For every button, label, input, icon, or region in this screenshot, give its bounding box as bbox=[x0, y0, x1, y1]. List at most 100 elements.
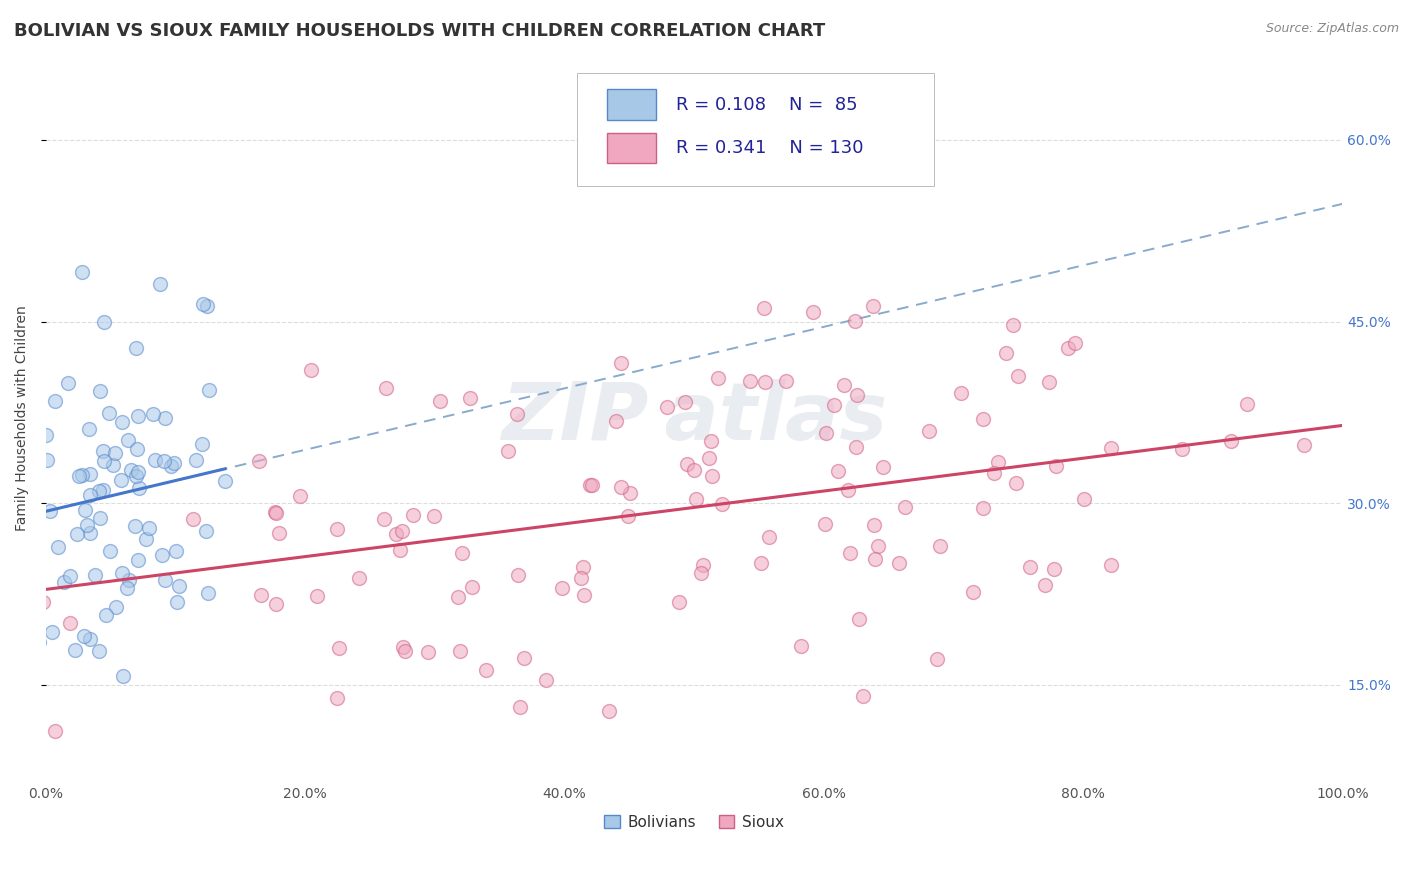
Point bbox=[598, 704, 620, 718]
Point bbox=[264, 505, 287, 519]
Point bbox=[288, 489, 311, 503]
Point bbox=[814, 425, 837, 440]
Point bbox=[569, 571, 592, 585]
Point bbox=[710, 497, 733, 511]
Point bbox=[837, 483, 859, 498]
Point bbox=[506, 408, 529, 422]
Point bbox=[929, 539, 952, 553]
Point bbox=[868, 540, 890, 554]
Point bbox=[1007, 368, 1029, 383]
Point bbox=[682, 463, 704, 477]
Point bbox=[848, 612, 870, 626]
Point bbox=[128, 481, 150, 495]
Point bbox=[249, 588, 271, 602]
Point bbox=[461, 580, 484, 594]
Point bbox=[823, 398, 845, 412]
Point bbox=[89, 384, 111, 399]
Point bbox=[125, 442, 148, 457]
Point bbox=[423, 508, 446, 523]
Point bbox=[391, 524, 413, 539]
Point bbox=[1292, 438, 1315, 452]
Point bbox=[264, 597, 287, 611]
Point bbox=[1018, 560, 1040, 574]
Point bbox=[832, 377, 855, 392]
Point bbox=[827, 464, 849, 478]
Point bbox=[1171, 442, 1194, 457]
Point bbox=[451, 546, 474, 560]
Point bbox=[31, 594, 53, 608]
Point bbox=[513, 651, 536, 665]
Point bbox=[70, 265, 93, 279]
Point bbox=[125, 341, 148, 355]
Point bbox=[1099, 558, 1122, 572]
Point bbox=[89, 483, 111, 498]
Point bbox=[863, 517, 886, 532]
Point bbox=[995, 346, 1018, 360]
Point bbox=[125, 469, 148, 483]
Text: R = 0.108    N =  85: R = 0.108 N = 85 bbox=[676, 95, 858, 113]
Point bbox=[79, 488, 101, 502]
Point bbox=[752, 301, 775, 315]
Point bbox=[700, 434, 723, 448]
Point bbox=[1064, 336, 1087, 351]
Point bbox=[814, 517, 837, 532]
Point bbox=[692, 558, 714, 572]
Point bbox=[375, 381, 398, 395]
Point bbox=[193, 297, 215, 311]
Point bbox=[852, 690, 875, 704]
Point bbox=[839, 546, 862, 560]
Point bbox=[115, 582, 138, 596]
Point bbox=[347, 572, 370, 586]
Point bbox=[474, 664, 496, 678]
Point bbox=[655, 400, 678, 414]
Point bbox=[75, 502, 97, 516]
Point bbox=[135, 532, 157, 546]
Point bbox=[983, 466, 1005, 480]
Point bbox=[264, 507, 287, 521]
Point bbox=[165, 543, 187, 558]
Point bbox=[38, 504, 60, 518]
Point bbox=[143, 452, 166, 467]
Point bbox=[247, 454, 270, 468]
Point bbox=[775, 375, 797, 389]
Point bbox=[328, 640, 350, 655]
Point bbox=[197, 586, 219, 600]
Point bbox=[198, 383, 221, 397]
Point bbox=[616, 508, 638, 523]
Point bbox=[388, 542, 411, 557]
Point bbox=[149, 277, 172, 291]
Point bbox=[1045, 458, 1067, 473]
Point bbox=[872, 459, 894, 474]
Point bbox=[58, 616, 80, 631]
Point bbox=[97, 406, 120, 420]
Point bbox=[6, 530, 28, 544]
Point bbox=[887, 556, 910, 570]
Point bbox=[142, 408, 165, 422]
Point bbox=[326, 522, 349, 536]
Point bbox=[153, 573, 176, 587]
Point bbox=[83, 567, 105, 582]
Point bbox=[63, 643, 86, 657]
Point bbox=[111, 566, 134, 581]
Point bbox=[894, 500, 917, 514]
Point bbox=[1236, 397, 1258, 411]
Point bbox=[184, 452, 207, 467]
Point bbox=[111, 415, 134, 429]
Point bbox=[77, 421, 100, 435]
Point bbox=[127, 553, 149, 567]
Point bbox=[98, 544, 121, 558]
Y-axis label: Family Households with Children: Family Households with Children bbox=[15, 306, 30, 532]
Point bbox=[44, 723, 66, 738]
Point bbox=[402, 508, 425, 522]
Point bbox=[37, 453, 59, 467]
Point bbox=[118, 574, 141, 588]
Point bbox=[972, 412, 994, 426]
Point bbox=[972, 501, 994, 516]
Point bbox=[0, 420, 13, 434]
Point bbox=[418, 645, 440, 659]
Point bbox=[429, 393, 451, 408]
Point bbox=[112, 669, 135, 683]
Point bbox=[862, 300, 884, 314]
Point bbox=[127, 465, 149, 479]
Point bbox=[685, 492, 707, 507]
